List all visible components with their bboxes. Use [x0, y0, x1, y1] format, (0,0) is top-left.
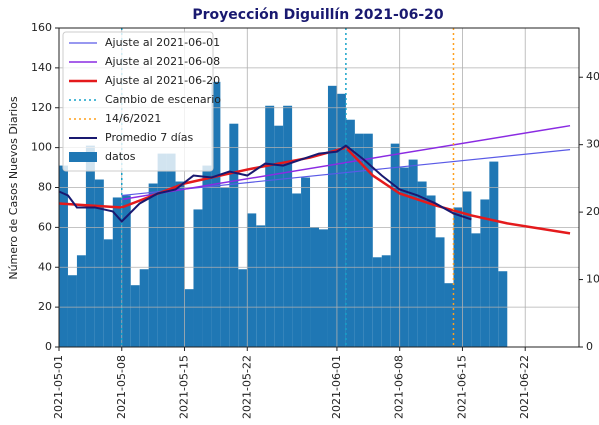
legend-swatch — [69, 152, 97, 162]
bar — [157, 153, 167, 347]
bar — [363, 133, 373, 347]
bar — [408, 159, 418, 347]
bar — [103, 239, 113, 347]
bar — [462, 191, 472, 347]
y-axis-label: Número de Casos Nuevos Diarios — [7, 96, 20, 280]
bar — [229, 123, 239, 347]
bar — [112, 197, 122, 347]
bar — [310, 227, 319, 347]
bar — [345, 119, 355, 348]
bar — [139, 269, 149, 347]
y2-tick-label: 30 — [586, 138, 599, 151]
bar — [94, 179, 104, 347]
bar — [319, 229, 328, 347]
y2-tick-label: 40 — [586, 70, 599, 83]
bar — [130, 285, 140, 347]
y-tick-label: 40 — [38, 260, 52, 273]
legend-label: datos — [105, 150, 136, 163]
bar — [283, 105, 293, 347]
bar — [67, 275, 77, 347]
bar — [489, 161, 499, 347]
bar — [274, 125, 284, 347]
bar — [292, 193, 302, 347]
bar — [121, 195, 131, 347]
bar — [193, 209, 203, 347]
y-tick-label: 60 — [38, 220, 52, 233]
bar — [417, 181, 427, 347]
legend-label: Ajuste al 2021-06-08 — [105, 55, 220, 68]
bar — [381, 255, 391, 347]
y-tick-label: 100 — [31, 141, 52, 154]
y-tick-label: 140 — [31, 61, 52, 74]
bar — [202, 165, 212, 347]
legend-box — [62, 31, 214, 172]
bar — [265, 105, 275, 347]
bar — [480, 199, 490, 347]
bar — [471, 233, 481, 347]
x-tick-label: 2021-06-01 — [330, 355, 343, 419]
line — [58, 146, 571, 235]
bar — [166, 153, 176, 347]
y-tick-label: 0 — [45, 340, 52, 353]
bar — [498, 271, 508, 347]
bar — [453, 207, 463, 347]
x-tick-label: 2021-05-01 — [52, 355, 65, 419]
bar — [327, 85, 337, 347]
legend-label: 14/6/2021 — [105, 112, 161, 125]
x-tick-label: 2021-05-22 — [240, 355, 253, 419]
x-tick-label: 2021-06-08 — [393, 355, 406, 419]
legend: Ajuste al 2021-06-01 Ajuste al 2021-06-08… — [62, 31, 221, 172]
bar — [247, 213, 257, 347]
y2-tick-label: 10 — [586, 273, 599, 286]
legend-label: Ajuste al 2021-06-20 — [105, 74, 220, 87]
bar — [238, 269, 248, 347]
legend-label: Cambio de escenario — [105, 93, 221, 106]
bar — [148, 183, 158, 347]
bar — [435, 237, 445, 347]
y2-tick-label: 20 — [586, 205, 599, 218]
bar — [85, 145, 95, 347]
plot-frame — [58, 27, 580, 348]
y2-tick-label: 0 — [586, 340, 593, 353]
bar — [76, 255, 86, 347]
bar — [426, 195, 436, 347]
chart-title: Proyección Diguillín 2021-06-20 — [192, 7, 444, 23]
bar — [301, 177, 311, 347]
legend-label: Ajuste al 2021-06-01 — [105, 36, 220, 49]
bar — [354, 133, 364, 347]
bar — [372, 257, 382, 347]
bar — [184, 289, 194, 347]
y-tick-label: 120 — [31, 101, 52, 114]
bar — [444, 283, 454, 347]
y-tick-label: 20 — [38, 300, 52, 313]
bar — [256, 225, 266, 347]
x-tick-label: 2021-05-15 — [178, 355, 191, 419]
legend-label: Promedio 7 días — [105, 131, 193, 144]
bar — [59, 165, 68, 347]
bar — [390, 143, 400, 347]
bar — [399, 167, 409, 347]
bar — [211, 81, 221, 348]
x-tick-label: 2021-06-22 — [518, 355, 531, 419]
y-tick-label: 160 — [31, 21, 52, 34]
line — [121, 124, 571, 201]
bar — [336, 93, 346, 347]
bar — [175, 181, 185, 347]
x-tick-label: 2021-06-15 — [455, 355, 468, 419]
y-tick-label: 80 — [38, 181, 52, 194]
x-tick-label: 2021-05-08 — [115, 355, 128, 419]
line — [58, 144, 472, 223]
